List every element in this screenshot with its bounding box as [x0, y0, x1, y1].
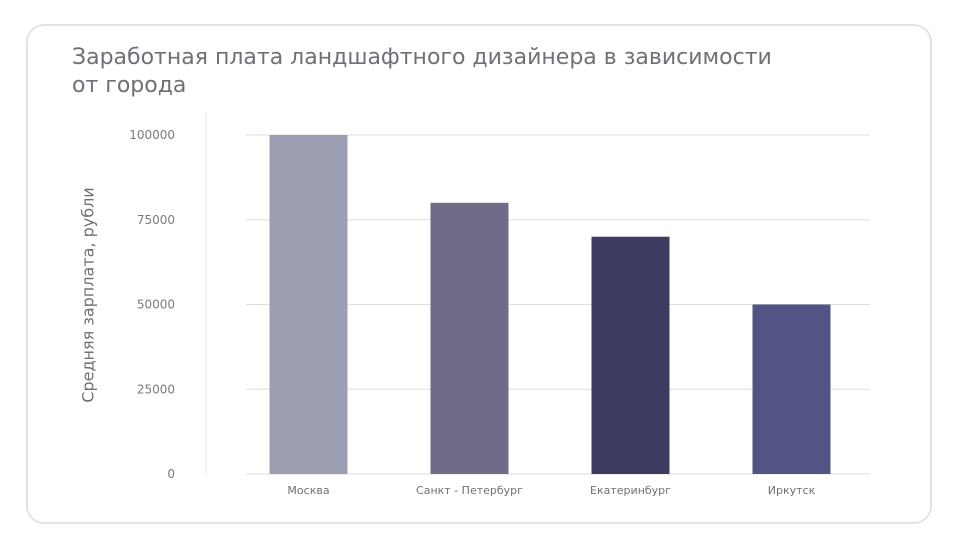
- bar: [591, 236, 670, 474]
- x-tick-label: Санкт - Петербург: [416, 484, 523, 497]
- y-tick-label: 25000: [137, 382, 175, 396]
- chart-title: Заработная плата ландшафтного дизайнера …: [72, 44, 832, 100]
- bar: [269, 135, 348, 474]
- x-tick-label: Москва: [287, 484, 329, 497]
- bar: [752, 304, 831, 474]
- bar: [430, 202, 509, 475]
- y-tick-label: 50000: [137, 298, 175, 312]
- x-tick-label: Екатеринбург: [590, 484, 671, 497]
- chart-title-line-2: от города: [72, 73, 187, 98]
- y-tick-label: 100000: [129, 128, 175, 142]
- chart-title-line-1: Заработная плата ландшафтного дизайнера …: [72, 45, 772, 70]
- y-tick-label: 0: [167, 467, 175, 481]
- y-tick-label: 75000: [137, 213, 175, 227]
- x-tick-label: Иркутск: [768, 484, 816, 497]
